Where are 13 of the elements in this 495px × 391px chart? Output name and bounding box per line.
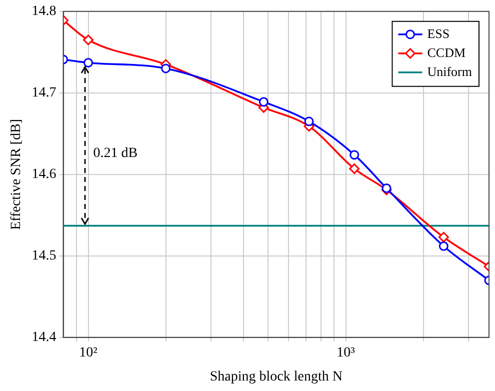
x-tick-label: 10² xyxy=(79,345,98,360)
annotation: 0.21 dB xyxy=(93,146,138,161)
y-tick-label: 14.5 xyxy=(32,248,56,264)
legend-label: Uniform xyxy=(427,64,472,79)
y-tick-label: 14.4 xyxy=(32,330,56,346)
y-tick-label: 14.8 xyxy=(32,4,56,20)
y-tick-label: 14.7 xyxy=(32,86,56,101)
y-tick-label: 14.6 xyxy=(32,167,56,182)
legend-label: ESS xyxy=(427,26,450,41)
x-axis-title: Shaping block length N xyxy=(210,369,342,384)
legend-label: CCDM xyxy=(427,44,466,60)
y-axis-title: Effective SNR [dB] xyxy=(9,118,24,230)
x-tick-label: 10³ xyxy=(336,345,355,360)
